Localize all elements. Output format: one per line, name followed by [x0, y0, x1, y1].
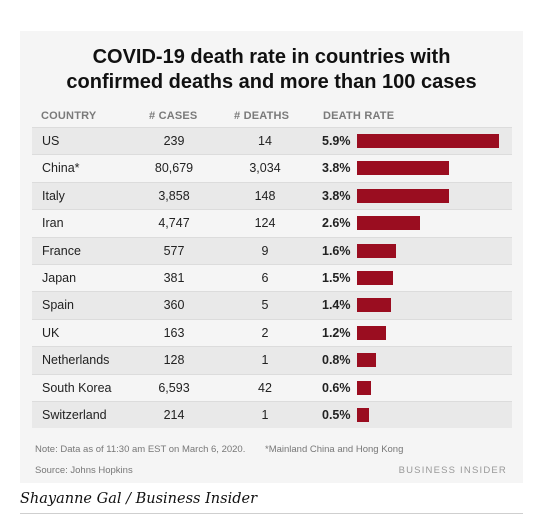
table-row: Iran 4,747 124 2.6%: [32, 209, 512, 236]
table-row: UK 163 2 1.2%: [32, 318, 512, 346]
deaths-value: 1: [261, 407, 269, 422]
cases-value: 163: [163, 325, 185, 340]
deaths-value: 2: [261, 325, 269, 340]
chart-title: COVID-19 death rate in countries with co…: [20, 45, 523, 95]
table-row: Switzerland 214 1 0.5%: [32, 400, 512, 429]
death-rate-label: 1.5%: [322, 270, 351, 285]
death-rate-label: 1.6%: [322, 243, 351, 258]
table-row: Spain 360 5 1.4%: [32, 291, 512, 319]
death-rate-bar: [357, 325, 386, 340]
deaths-value: 124: [254, 216, 276, 231]
cases-value: 4,747: [158, 216, 190, 231]
table-row: China* 80,679 3,034 3.8%: [32, 154, 512, 181]
country-label: South Korea: [42, 380, 112, 395]
deaths-value: 5: [261, 298, 269, 313]
death-rate-label: 0.6%: [322, 380, 351, 395]
country-label: Italy: [42, 188, 65, 203]
cases-value: 577: [163, 243, 185, 258]
footnote: *Mainland China and Hong Kong: [265, 444, 404, 455]
credit-divider: [20, 513, 523, 514]
column-header-country: COUNTRY: [41, 110, 97, 122]
country-label: US: [42, 134, 60, 148]
deaths-value: 1: [261, 353, 269, 368]
death-rate-bar: [357, 407, 369, 422]
death-rate-label: 3.8%: [322, 188, 351, 203]
deaths-value: 3,034: [249, 161, 281, 176]
table-row: Netherlands 128 1 0.8%: [32, 346, 512, 374]
cases-value: 6,593: [158, 380, 190, 395]
country-label: Switzerland: [42, 407, 107, 422]
source-text: Source: Johns Hopkins: [35, 465, 133, 476]
death-rate-label: 0.5%: [322, 407, 351, 422]
deaths-value: 9: [261, 243, 269, 258]
death-rate-bar: [357, 298, 391, 313]
cases-value: 80,679: [154, 161, 194, 176]
cases-value: 3,858: [158, 188, 190, 203]
death-rate-bar: [357, 243, 396, 258]
table-row: South Korea 6,593 42 0.6%: [32, 373, 512, 401]
table-row: Japan 381 6 1.5%: [32, 263, 512, 291]
death-rate-bar: [357, 188, 449, 203]
data-note: Note: Data as of 11:30 am EST on March 6…: [35, 444, 246, 455]
table-row: Italy 3,858 148 3.8%: [32, 181, 512, 210]
country-label: China*: [42, 161, 80, 176]
deaths-value: 6: [261, 270, 269, 285]
death-rate-label: 5.9%: [322, 134, 351, 148]
death-rate-bar: [357, 216, 420, 231]
death-rate-label: 0.8%: [322, 353, 351, 368]
death-rate-label: 1.4%: [322, 298, 351, 313]
chart-title-line-1: COVID-19 death rate in countries with: [92, 46, 451, 68]
death-rate-bar: [357, 270, 394, 285]
country-label: France: [42, 243, 81, 258]
death-rate-label: 2.6%: [322, 216, 351, 231]
deaths-value: 14: [258, 134, 272, 148]
deaths-value: 42: [258, 380, 272, 395]
table-row: US 239 14 5.9%: [32, 127, 512, 155]
country-label: Netherlands: [42, 353, 110, 368]
column-header-deaths: # DEATHS: [234, 110, 290, 122]
photo-credit: Shayanne Gal / Business Insider: [20, 491, 258, 507]
table-row: France 577 9 1.6%: [32, 236, 512, 264]
death-rate-bar: [357, 161, 449, 176]
death-rate-label: 1.2%: [322, 325, 351, 340]
brand-logo-text: BUSINESS INSIDER: [398, 465, 507, 476]
cases-value: 381: [163, 270, 185, 285]
country-label: Japan: [42, 270, 77, 285]
cases-value: 214: [163, 407, 185, 422]
country-label: UK: [42, 325, 60, 340]
data-table: US 239 14 5.9% China* 80,679 3,034 3.8% Italy 3,8…: [32, 127, 512, 429]
cases-value: 239: [163, 134, 185, 148]
death-rate-label: 3.8%: [322, 161, 351, 176]
cases-value: 360: [163, 298, 185, 313]
death-rate-bar: [357, 134, 499, 148]
country-label: Iran: [42, 216, 64, 231]
death-rate-bar: [357, 353, 377, 368]
cases-value: 128: [163, 353, 185, 368]
country-label: Spain: [42, 298, 74, 313]
deaths-value: 148: [254, 188, 276, 203]
column-header-death-rate: DEATH RATE: [323, 110, 395, 122]
death-rate-bar: [357, 380, 372, 395]
column-header-cases: # CASES: [149, 110, 198, 122]
chart-card: COVID-19 death rate in countries with co…: [20, 31, 523, 483]
chart-title-line-2: confirmed deaths and more than 100 cases: [66, 71, 477, 93]
